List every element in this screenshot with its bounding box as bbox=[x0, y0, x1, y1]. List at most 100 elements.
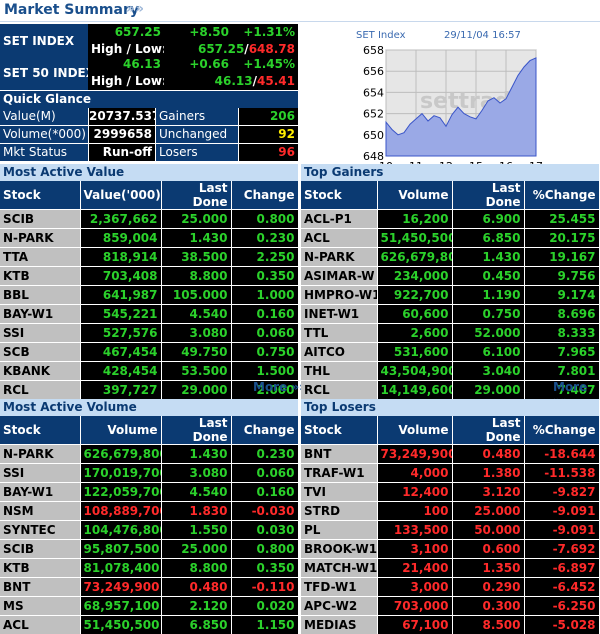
cell-value: 95,807,500 bbox=[80, 540, 161, 559]
stock-symbol[interactable]: SYNTEC bbox=[0, 521, 80, 540]
stock-symbol[interactable]: APC-W2 bbox=[301, 597, 377, 616]
stock-symbol[interactable]: KBANK bbox=[0, 362, 80, 381]
stock-symbol[interactable]: KTB bbox=[0, 267, 80, 286]
mini-chart-timestamp: 29/11/04 16:57 bbox=[444, 30, 521, 41]
stock-symbol[interactable]: ACL bbox=[301, 229, 377, 248]
stock-symbol[interactable]: SCIB bbox=[0, 210, 80, 229]
set-index-value: 657.25 bbox=[88, 24, 164, 41]
stock-symbol[interactable]: TTL bbox=[301, 324, 377, 343]
stock-symbol[interactable]: TVI bbox=[301, 483, 377, 502]
stock-symbol[interactable]: RCL bbox=[301, 381, 377, 400]
stock-symbol[interactable]: MS bbox=[0, 597, 80, 616]
stock-symbol[interactable]: STRD bbox=[301, 502, 377, 521]
cell-change: -7.692 bbox=[524, 540, 599, 559]
stock-symbol[interactable]: ACL bbox=[0, 616, 80, 634]
losers-count: 96 bbox=[239, 144, 298, 161]
stock-symbol[interactable]: SSI bbox=[0, 464, 80, 483]
stock-symbol[interactable]: THL bbox=[301, 362, 377, 381]
stock-symbol[interactable]: BAY-W1 bbox=[0, 305, 80, 324]
cell-change: -9.091 bbox=[524, 521, 599, 540]
stock-symbol[interactable]: ASIMAR-W bbox=[301, 267, 377, 286]
more-link-active-value[interactable]: More »» bbox=[253, 380, 307, 394]
stock-symbol[interactable]: ACL-P1 bbox=[301, 210, 377, 229]
stock-symbol[interactable]: BROOK-W1 bbox=[301, 540, 377, 559]
cell-value: 51,450,500 bbox=[377, 229, 452, 248]
cell-value: 170,019,700 bbox=[80, 464, 161, 483]
stock-symbol[interactable]: PL bbox=[301, 521, 377, 540]
stock-symbol[interactable]: NSM bbox=[0, 502, 80, 521]
stock-symbol[interactable]: MEDIAS bbox=[301, 616, 377, 634]
cell-change: 7.801 bbox=[524, 362, 599, 381]
stock-symbol[interactable]: SCB bbox=[0, 343, 80, 362]
stock-symbol[interactable]: TFD-W1 bbox=[301, 578, 377, 597]
cell-last-done: 8.800 bbox=[161, 559, 231, 578]
stock-symbol[interactable]: SSI bbox=[0, 324, 80, 343]
quick-glance-title: Quick Glance bbox=[0, 91, 298, 108]
stock-symbol[interactable]: SCIB bbox=[0, 540, 80, 559]
cell-last-done: 1.550 bbox=[161, 521, 231, 540]
cell-value: 527,576 bbox=[80, 324, 161, 343]
stock-symbol[interactable]: N-PARK bbox=[301, 248, 377, 267]
stock-symbol[interactable]: AITCO bbox=[301, 343, 377, 362]
cell-value: 73,249,900 bbox=[377, 445, 452, 464]
stock-symbol[interactable]: BBL bbox=[0, 286, 80, 305]
stock-symbol[interactable]: N-PARK bbox=[0, 445, 80, 464]
stock-symbol[interactable]: KTB bbox=[0, 559, 80, 578]
cell-change: -6.250 bbox=[524, 597, 599, 616]
stock-symbol[interactable]: MATCH-W1 bbox=[301, 559, 377, 578]
cell-value: 922,700 bbox=[377, 286, 452, 305]
market-status-label: Mkt Status bbox=[0, 144, 88, 161]
set50-index-high: 46.13 bbox=[215, 74, 253, 88]
stock-symbol[interactable]: INET-W1 bbox=[301, 305, 377, 324]
stock-symbol[interactable]: HMPRO-W1 bbox=[301, 286, 377, 305]
stock-symbol[interactable]: RCL bbox=[0, 381, 80, 400]
stock-symbol[interactable]: TRAF-W1 bbox=[301, 464, 377, 483]
col-last-done: Last Done bbox=[161, 416, 231, 445]
stock-symbol[interactable]: N-PARK bbox=[0, 229, 80, 248]
cell-last-done: 8.500 bbox=[452, 616, 524, 634]
stock-symbol[interactable]: BNT bbox=[0, 578, 80, 597]
stock-symbol[interactable]: BNT bbox=[301, 445, 377, 464]
stock-symbol[interactable]: TTA bbox=[0, 248, 80, 267]
cell-change: 19.167 bbox=[524, 248, 599, 267]
stock-symbol[interactable]: BAY-W1 bbox=[0, 483, 80, 502]
